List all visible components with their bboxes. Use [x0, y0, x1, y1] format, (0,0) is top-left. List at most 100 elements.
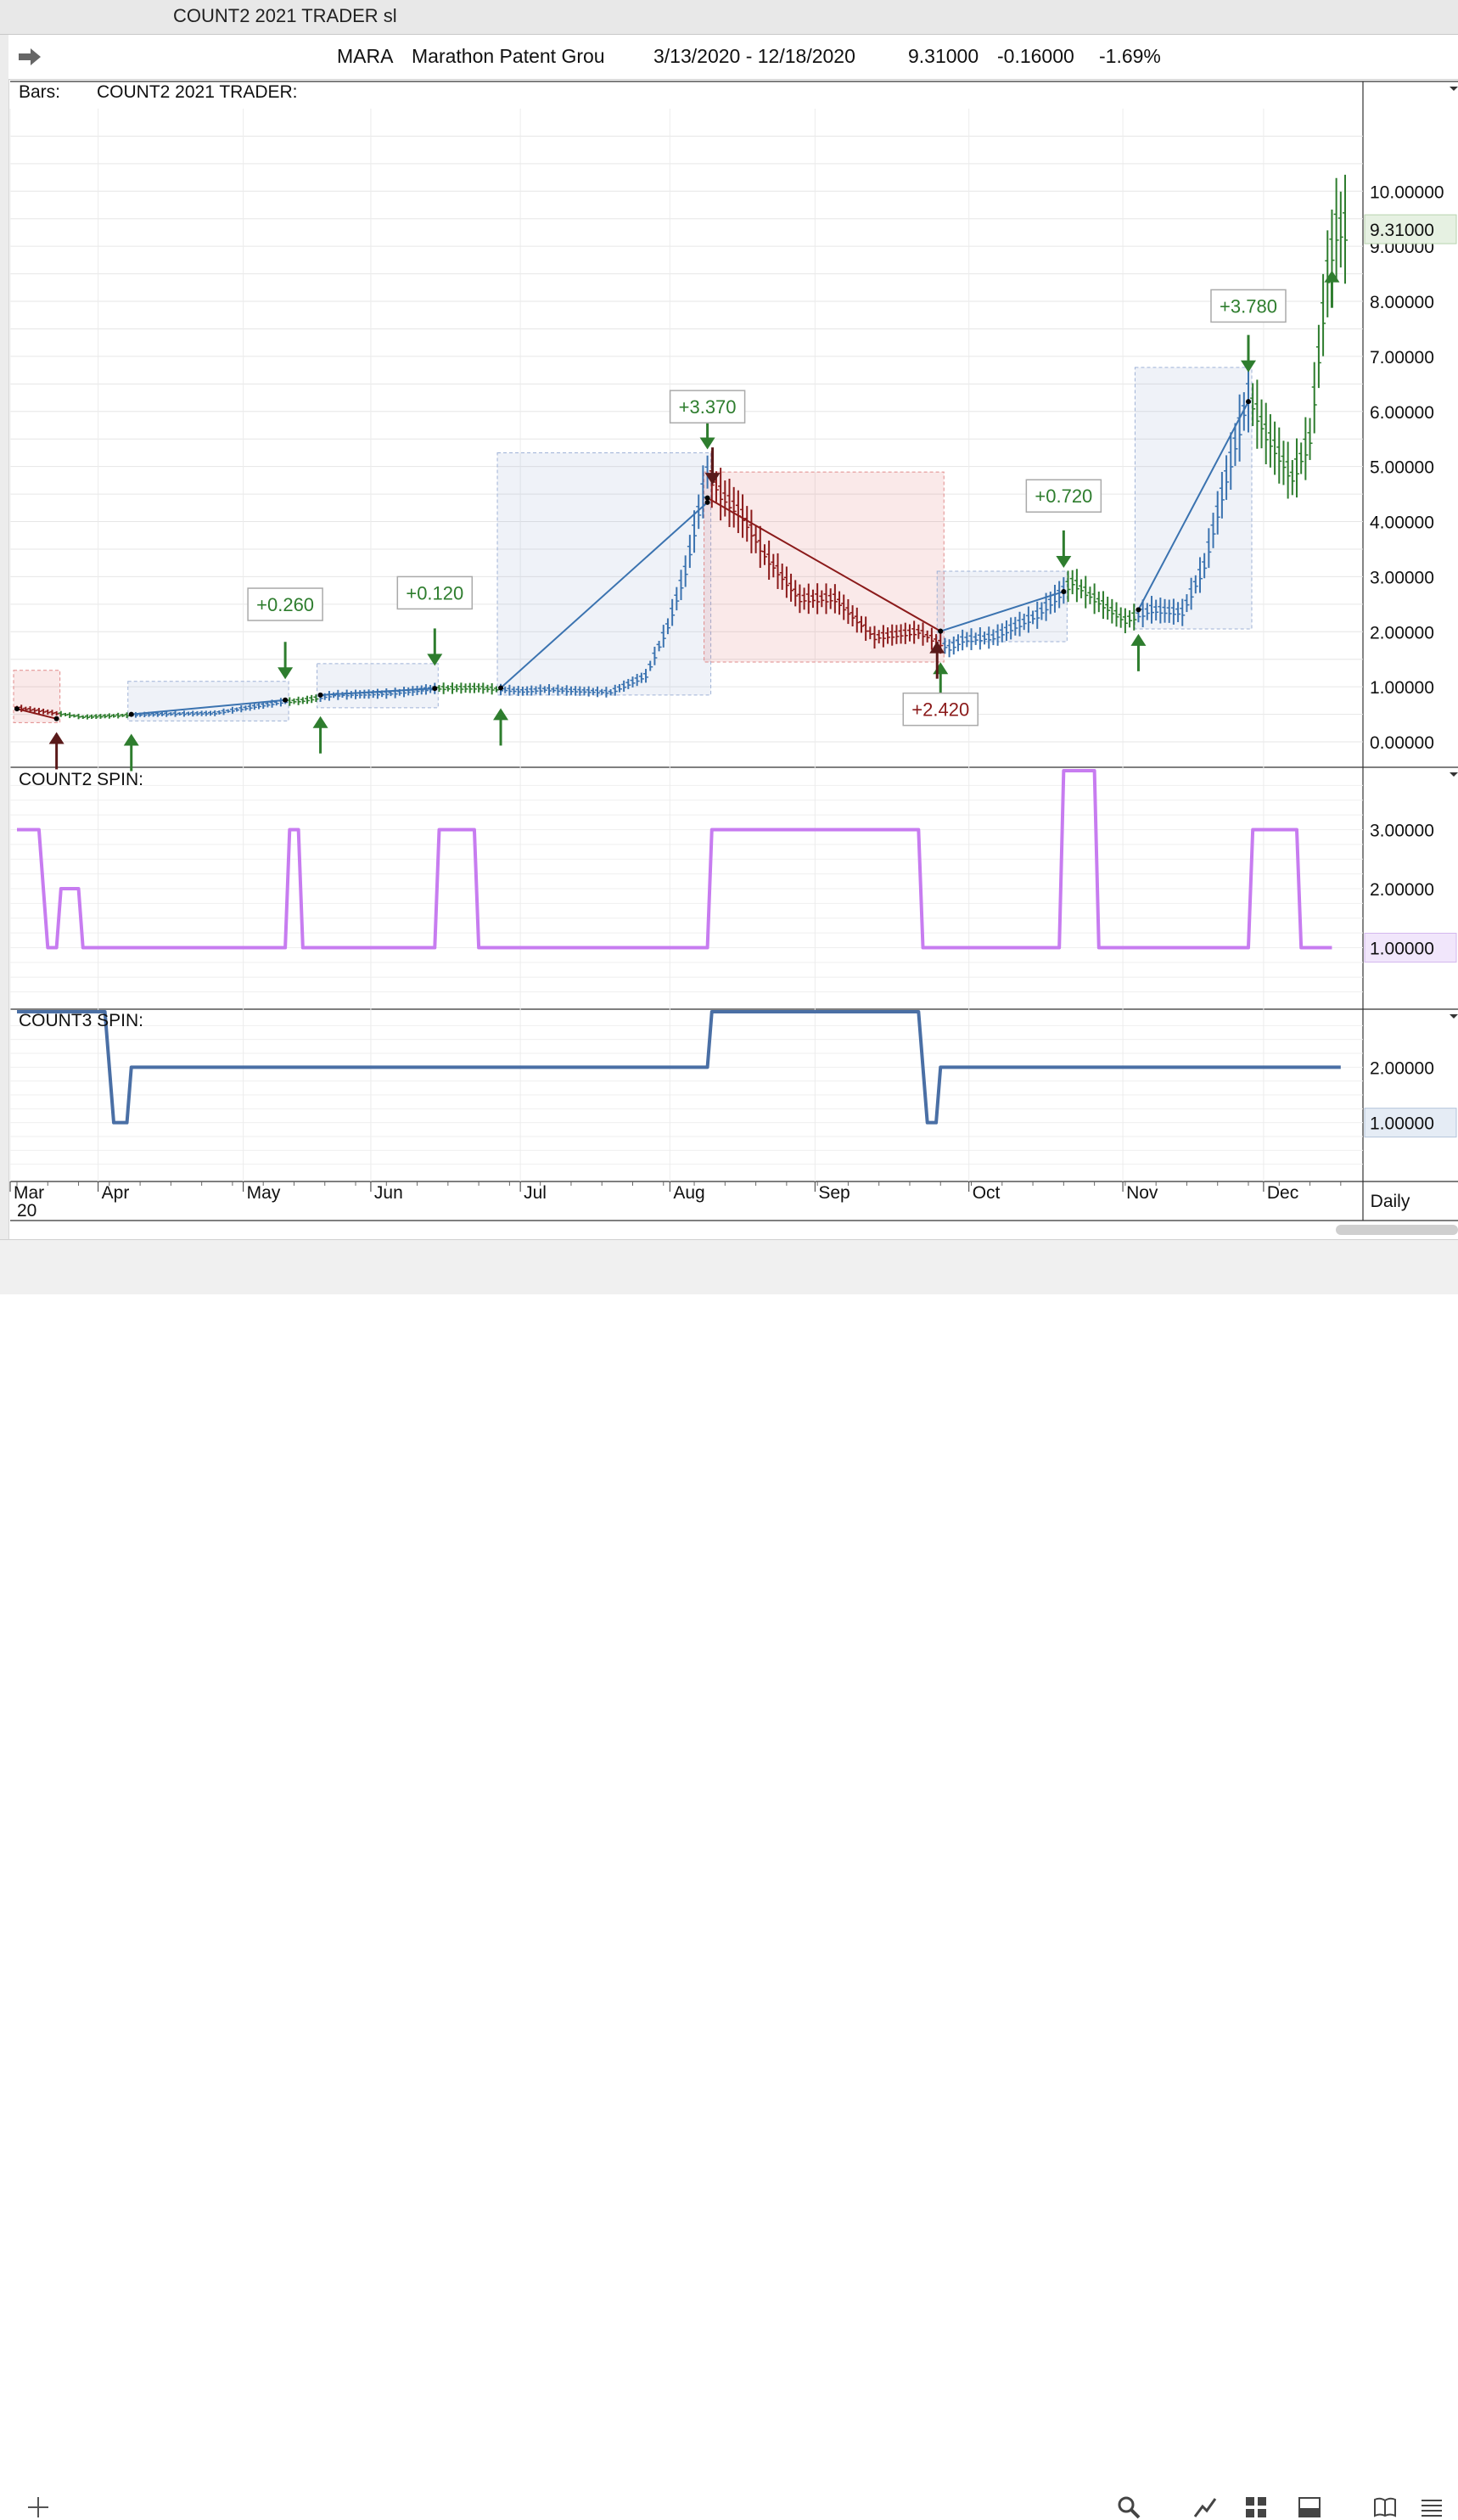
draw-line-icon[interactable]	[1192, 2495, 1218, 2520]
price-y-tick: 6.00000	[1370, 403, 1434, 423]
price-bar	[894, 625, 900, 644]
price-bar	[515, 686, 521, 696]
price-y-tick: 8.00000	[1370, 293, 1434, 312]
price-bar	[524, 686, 530, 696]
spin2-y-tick: 3.00000	[1370, 822, 1434, 841]
price-bar	[854, 607, 860, 633]
price-bar	[177, 712, 182, 716]
svg-text:+3.780: +3.780	[1220, 295, 1277, 317]
sell-arrow-icon	[1240, 334, 1256, 373]
price-bar	[1206, 528, 1212, 569]
trade-entry-dot	[14, 706, 20, 712]
price-bar	[660, 625, 666, 648]
price-bar	[1017, 611, 1023, 637]
price-bar	[463, 683, 468, 693]
price-bar	[656, 640, 662, 652]
price-bar	[674, 587, 680, 611]
price-bar	[305, 695, 311, 704]
price-bar	[295, 696, 301, 705]
buy-arrow-icon	[123, 733, 139, 772]
price-bar	[555, 684, 561, 696]
x-month-label: Sep	[818, 1183, 850, 1203]
panel-menu-icon[interactable]	[1450, 1014, 1458, 1019]
price-bar	[533, 686, 539, 694]
price-bar	[115, 712, 121, 719]
add-icon[interactable]	[25, 2495, 51, 2520]
price-bar	[98, 714, 104, 719]
price-bar	[692, 510, 698, 553]
price-bar	[850, 605, 855, 627]
price-bar	[823, 583, 829, 615]
trade-entry-dot	[128, 711, 134, 717]
price-y-tick: 3.00000	[1370, 568, 1434, 587]
arrow-right-icon[interactable]	[17, 47, 42, 67]
price-bar	[551, 687, 557, 693]
book-icon[interactable]	[1372, 2495, 1398, 2520]
spin2-y-tick: 2.00000	[1370, 880, 1434, 900]
year-label: 20	[17, 1201, 36, 1221]
price-bar	[1035, 601, 1040, 629]
price-bar	[1214, 491, 1220, 535]
price-bar	[559, 686, 565, 694]
price-bar	[203, 710, 209, 716]
trade-box-3	[496, 452, 712, 696]
price-bar	[80, 715, 86, 719]
price-bar	[775, 553, 781, 589]
horizontal-scrollbar[interactable]	[1336, 1225, 1458, 1235]
price-bar	[564, 685, 569, 696]
price-bar	[1224, 455, 1230, 500]
price-bar	[797, 584, 803, 614]
panel-menu-icon[interactable]	[1450, 87, 1458, 91]
price-bar	[1263, 402, 1269, 464]
trade-box-4	[704, 471, 945, 663]
price-bar	[1012, 616, 1018, 636]
price-bar	[1087, 587, 1093, 604]
price-bar	[810, 589, 816, 609]
price-bar	[291, 698, 297, 704]
panel-layout-icon[interactable]	[1297, 2495, 1322, 2520]
price-bar	[1030, 610, 1036, 625]
menu-icon[interactable]	[1419, 2495, 1444, 2520]
trade-entry-dot	[938, 628, 944, 634]
price-bar	[876, 630, 882, 644]
symbol-label: MARA	[337, 45, 394, 67]
price-bar	[225, 709, 231, 713]
chart-area[interactable]: +0.260 +0.120 +3.370 +2.420 +0.720 +3.780 0.0…	[0, 0, 1458, 1239]
price-y-tick: 5.00000	[1370, 458, 1434, 478]
price-bar	[445, 685, 451, 692]
x-month-label: Dec	[1267, 1183, 1298, 1203]
price-bar	[537, 684, 543, 696]
price-bar	[648, 660, 653, 671]
search-icon[interactable]	[1116, 2495, 1141, 2520]
price-bar	[243, 705, 249, 711]
price-bar	[924, 630, 930, 643]
price-bar	[771, 553, 777, 578]
price-bar	[1285, 441, 1291, 499]
price-bar	[643, 669, 649, 683]
price-bar	[1343, 174, 1348, 284]
last-price: 9.31000	[908, 45, 979, 67]
price-bar	[920, 622, 926, 646]
price-bar	[120, 713, 126, 717]
price-bar	[898, 624, 904, 644]
svg-text:1.00000: 1.00000	[1370, 940, 1434, 959]
price-bar	[726, 479, 732, 527]
price-bar	[858, 615, 864, 633]
price-bar	[212, 710, 218, 716]
grid-layout-icon[interactable]	[1243, 2495, 1269, 2520]
price-bar	[621, 680, 627, 692]
price-bar	[234, 707, 240, 712]
price-bar	[872, 626, 878, 649]
price-bar	[955, 634, 961, 652]
price-bar	[124, 712, 130, 719]
spin2-last-tag: 1.00000	[1364, 933, 1457, 963]
price-bar	[1100, 591, 1106, 620]
panel-menu-icon[interactable]	[1450, 772, 1458, 777]
price-bar	[612, 684, 618, 696]
price-bar	[1153, 599, 1159, 621]
period-label[interactable]: Daily	[1371, 1192, 1410, 1211]
spin3-panel-label: COUNT3 SPIN:	[19, 1011, 143, 1030]
price-bar	[740, 494, 746, 538]
price-bar	[1289, 460, 1295, 496]
price-bar	[815, 583, 821, 615]
